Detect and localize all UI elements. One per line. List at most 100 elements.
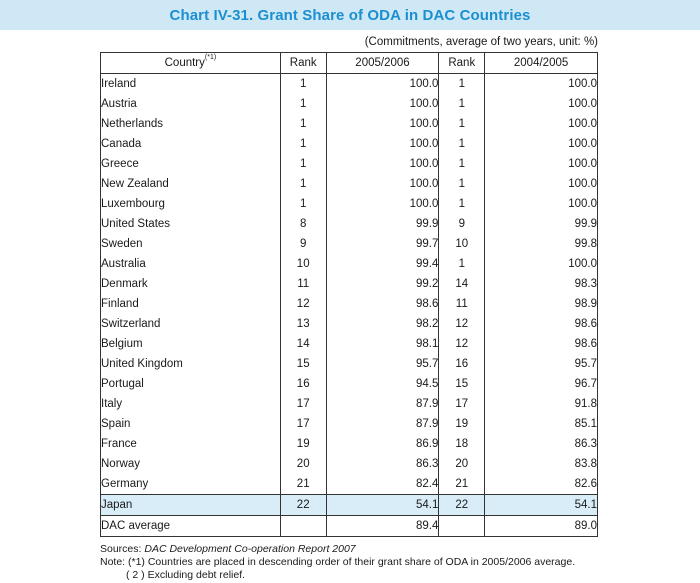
cell-country: Norway: [100, 454, 281, 474]
cell-val1: 94.5: [325, 374, 440, 394]
cell-val1: 82.4: [325, 474, 440, 495]
cell-rank1: 11: [279, 274, 327, 294]
cell-val1: 87.9: [325, 394, 440, 414]
cell-val2: 98.6: [484, 334, 598, 354]
cell-val1: 100.0: [325, 134, 440, 154]
header-2004-2005: 2004/2005: [484, 52, 598, 74]
title-bar: Chart IV-31. Grant Share of ODA in DAC C…: [0, 0, 700, 30]
cell-country: Finland: [100, 294, 281, 314]
cell-rank1: 10: [279, 254, 327, 274]
cell-rank2: 15: [438, 374, 486, 394]
cell-val2: 83.8: [484, 454, 598, 474]
cell-country: Portugal: [100, 374, 281, 394]
cell-rank2: 21: [438, 474, 486, 495]
table-row: Finland 12 98.6 11 98.9: [100, 294, 598, 314]
cell-country: Austria: [100, 94, 281, 114]
cell-rank1: 1: [279, 114, 327, 134]
cell-val2: 54.1: [484, 494, 598, 516]
table-row: Germany 21 82.4 21 82.6: [100, 474, 598, 495]
table-row: Spain 17 87.9 19 85.1: [100, 414, 598, 434]
cell-country: New Zealand: [100, 174, 281, 194]
cell-val1: 98.6: [325, 294, 440, 314]
cell-val2: 98.9: [484, 294, 598, 314]
cell-val1: 100.0: [325, 73, 440, 94]
cell-rank2: 17: [438, 394, 486, 414]
cell-country: Switzerland: [100, 314, 281, 334]
cell-country: Australia: [100, 254, 281, 274]
cell-val2: 91.8: [484, 394, 598, 414]
chart-title: Chart IV-31. Grant Share of ODA in DAC C…: [169, 6, 531, 24]
units-note: (Commitments, average of two years, unit…: [364, 36, 598, 48]
source-note: Sources: DAC Development Co-operation Re…: [100, 543, 356, 555]
cell-rank2: 22: [438, 494, 486, 516]
cell-country: Greece: [100, 154, 281, 174]
cell-rank1: 12: [279, 294, 327, 314]
cell-rank1: [279, 515, 327, 537]
cell-val2: 100.0: [484, 154, 598, 174]
table-row: Italy 17 87.9 17 91.8: [100, 394, 598, 414]
cell-val2: 100.0: [484, 94, 598, 114]
cell-val1: 99.7: [325, 234, 440, 254]
table-row: Portugal 16 94.5 15 96.7: [100, 374, 598, 394]
table-row: New Zealand 1 100.0 1 100.0: [100, 174, 598, 194]
cell-rank1: 1: [279, 194, 327, 214]
cell-rank1: 1: [279, 94, 327, 114]
cell-country: United States: [100, 214, 281, 234]
cell-val2: 86.3: [484, 434, 598, 454]
cell-val1: 100.0: [325, 94, 440, 114]
cell-rank2: 19: [438, 414, 486, 434]
table-row: France 19 86.9 18 86.3: [100, 434, 598, 454]
cell-val2: 100.0: [484, 194, 598, 214]
cell-val1: 89.4: [325, 515, 440, 537]
cell-rank2: 1: [438, 73, 486, 94]
cell-rank1: 1: [279, 134, 327, 154]
cell-rank1: 14: [279, 334, 327, 354]
cell-rank2: 1: [438, 134, 486, 154]
table-row: Netherlands 1 100.0 1 100.0: [100, 114, 598, 134]
cell-val1: 87.9: [325, 414, 440, 434]
table-row: Greece 1 100.0 1 100.0: [100, 154, 598, 174]
cell-rank2: 1: [438, 174, 486, 194]
table-row: Canada 1 100.0 1 100.0: [100, 134, 598, 154]
note-2: ( 2 ) Excluding debt relief.: [126, 569, 246, 581]
table-row: Australia 10 99.4 1 100.0: [100, 254, 598, 274]
table-row: Switzerland 13 98.2 12 98.6: [100, 314, 598, 334]
cell-country: Sweden: [100, 234, 281, 254]
cell-rank2: 10: [438, 234, 486, 254]
cell-rank1: 22: [279, 494, 327, 516]
cell-val2: 85.1: [484, 414, 598, 434]
cell-rank1: 8: [279, 214, 327, 234]
cell-rank2: 1: [438, 114, 486, 134]
cell-rank1: 13: [279, 314, 327, 334]
cell-val1: 99.4: [325, 254, 440, 274]
table-row: United States 8 99.9 9 99.9: [100, 214, 598, 234]
table-row: Ireland 1 100.0 1 100.0: [100, 73, 598, 94]
header-2005-2006: 2005/2006: [325, 52, 440, 74]
cell-rank1: 9: [279, 234, 327, 254]
cell-val2: 100.0: [484, 254, 598, 274]
table-row-dac-average: DAC average 89.4 89.0: [100, 515, 598, 537]
cell-country: Denmark: [100, 274, 281, 294]
cell-rank1: 1: [279, 174, 327, 194]
table-row-japan: Japan 22 54.1 22 54.1: [100, 494, 598, 516]
cell-country: Spain: [100, 414, 281, 434]
cell-rank1: 20: [279, 454, 327, 474]
cell-val2: 82.6: [484, 474, 598, 495]
footnotes: Sources: DAC Development Co-operation Re…: [100, 543, 575, 582]
cell-rank2: 12: [438, 334, 486, 354]
cell-val1: 86.3: [325, 454, 440, 474]
cell-country: Belgium: [100, 334, 281, 354]
cell-rank1: 15: [279, 354, 327, 374]
table-body: Ireland 1 100.0 1 100.0 Austria 1 100.0 1 100.0 Ne…: [100, 73, 598, 537]
cell-rank1: 21: [279, 474, 327, 495]
cell-rank1: 16: [279, 374, 327, 394]
cell-rank2: 9: [438, 214, 486, 234]
cell-rank1: 19: [279, 434, 327, 454]
cell-country: Italy: [100, 394, 281, 414]
cell-val1: 100.0: [325, 194, 440, 214]
cell-val1: 100.0: [325, 154, 440, 174]
cell-rank2: 18: [438, 434, 486, 454]
cell-rank2: 14: [438, 274, 486, 294]
cell-val1: 98.2: [325, 314, 440, 334]
cell-rank2: 12: [438, 314, 486, 334]
